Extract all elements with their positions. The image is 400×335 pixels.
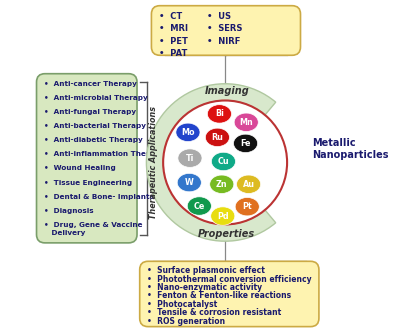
Text: •  Anti-inflammation Therapy: • Anti-inflammation Therapy: [44, 151, 164, 157]
Text: •  Fenton & Fenton-like reactions: • Fenton & Fenton-like reactions: [147, 291, 291, 300]
Text: •  Anti-microbial Therapy: • Anti-microbial Therapy: [44, 95, 148, 101]
Text: •  Wound Healing: • Wound Healing: [44, 165, 116, 172]
FancyBboxPatch shape: [140, 261, 319, 327]
Text: Mo: Mo: [181, 128, 195, 137]
Text: Ce: Ce: [194, 202, 205, 210]
Text: •  ROS generation: • ROS generation: [147, 317, 225, 326]
Text: Properties: Properties: [198, 229, 255, 239]
Ellipse shape: [211, 207, 235, 225]
Text: •  Tensile & corrosion resistant: • Tensile & corrosion resistant: [147, 308, 281, 317]
Text: •  Photothermal conversion efficiency: • Photothermal conversion efficiency: [147, 275, 312, 284]
Text: •  SERS: • SERS: [207, 24, 242, 34]
Text: Ti: Ti: [186, 154, 194, 162]
Text: •  PET: • PET: [159, 37, 188, 46]
Wedge shape: [146, 84, 276, 241]
Text: •  CT: • CT: [159, 12, 182, 21]
Text: Imaging: Imaging: [204, 86, 249, 96]
Text: •  Drug, Gene & Vaccine: • Drug, Gene & Vaccine: [44, 222, 142, 228]
Ellipse shape: [177, 174, 201, 192]
Text: Ru: Ru: [212, 133, 223, 142]
Text: Bi: Bi: [215, 110, 224, 118]
Text: Pt: Pt: [242, 202, 252, 211]
Text: •  PAT: • PAT: [159, 49, 187, 58]
Text: Delivery: Delivery: [44, 230, 85, 236]
Text: •  Dental & Bone- Implantation: • Dental & Bone- Implantation: [44, 194, 170, 200]
Ellipse shape: [236, 175, 261, 194]
Text: •  NIRF: • NIRF: [207, 37, 240, 46]
Text: Therapeutic Applications: Therapeutic Applications: [149, 106, 158, 219]
Text: •  Nano-enzymatic activity: • Nano-enzymatic activity: [147, 283, 262, 292]
Ellipse shape: [234, 134, 258, 153]
Text: •  Anti-bacterial Therapy: • Anti-bacterial Therapy: [44, 123, 146, 129]
Text: •  MRI: • MRI: [159, 24, 188, 34]
Text: Pd: Pd: [217, 212, 228, 220]
Text: •  Anti-diabetic Therapy: • Anti-diabetic Therapy: [44, 137, 143, 143]
Ellipse shape: [178, 149, 202, 168]
Circle shape: [163, 100, 287, 224]
Ellipse shape: [176, 123, 200, 142]
Ellipse shape: [205, 128, 230, 147]
Ellipse shape: [187, 197, 211, 215]
Text: W: W: [185, 178, 194, 187]
Ellipse shape: [235, 197, 259, 216]
Text: •  Anti-fungal Therapy: • Anti-fungal Therapy: [44, 109, 136, 115]
Text: Mn: Mn: [239, 118, 253, 127]
Text: •  US: • US: [207, 12, 231, 21]
Text: •  Tissue Engineering: • Tissue Engineering: [44, 180, 132, 186]
Text: •  Anti-cancer Therapy: • Anti-cancer Therapy: [44, 81, 137, 87]
Text: Au: Au: [242, 180, 254, 189]
Text: •  Diagnosis: • Diagnosis: [44, 208, 94, 214]
Text: •  Photocatalyst: • Photocatalyst: [147, 300, 217, 309]
FancyBboxPatch shape: [36, 74, 137, 243]
Text: •  Surface plasmonic effect: • Surface plasmonic effect: [147, 266, 265, 275]
Ellipse shape: [211, 152, 236, 171]
Text: Cu: Cu: [218, 157, 229, 166]
Ellipse shape: [210, 175, 234, 194]
Ellipse shape: [207, 105, 232, 123]
Ellipse shape: [234, 113, 258, 132]
Text: Fe: Fe: [240, 139, 251, 148]
FancyBboxPatch shape: [152, 6, 300, 55]
Text: Metallic
Nanoparticles: Metallic Nanoparticles: [312, 138, 389, 160]
Text: Zn: Zn: [216, 180, 228, 189]
